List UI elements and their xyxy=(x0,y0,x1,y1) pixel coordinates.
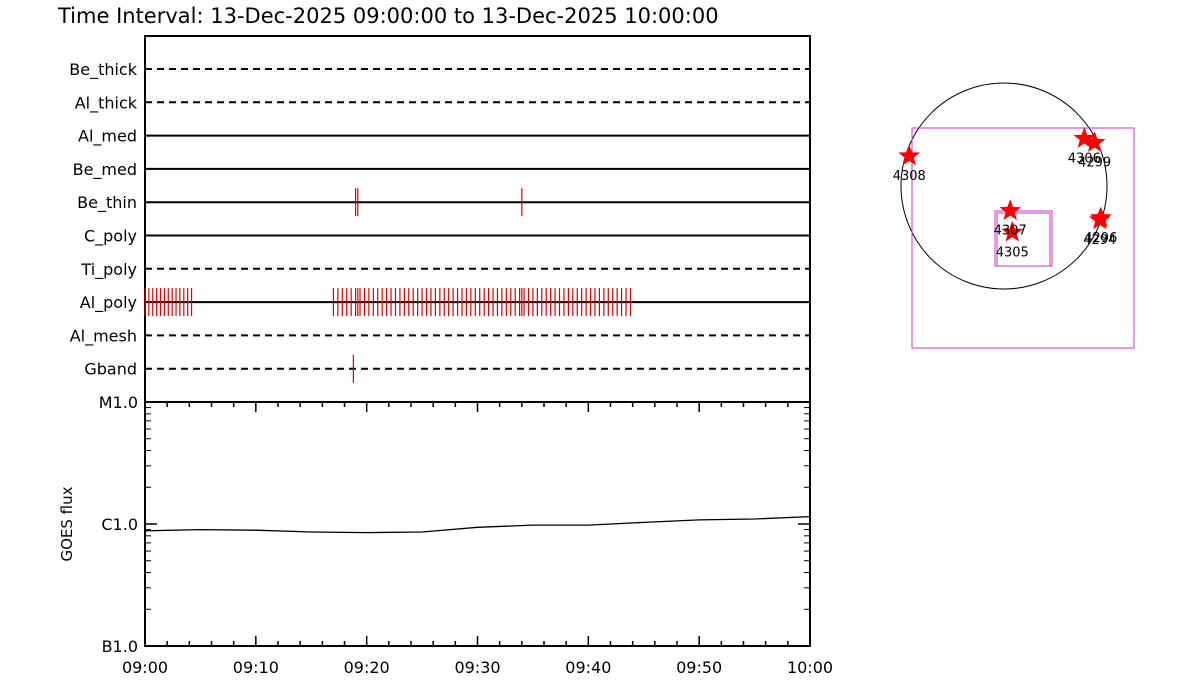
x-tick-label: 09:40 xyxy=(565,658,611,677)
active-region-star xyxy=(1088,208,1111,230)
active-region-label: 4306 xyxy=(1068,152,1101,167)
y-tick-label: M1.0 xyxy=(99,393,138,412)
x-tick-label: 10:00 xyxy=(787,658,833,677)
active-region-star xyxy=(1083,131,1106,152)
solar-limb xyxy=(900,82,1108,290)
x-tick-label: 09:20 xyxy=(344,658,390,677)
filter-label-be_thin: Be_thin xyxy=(77,193,137,213)
goes-y-label: GOES flux xyxy=(58,486,76,561)
filter-timeline-panel: Be_thick Al_thick Al_med Be_med Be_thin C_pol… xyxy=(69,35,811,403)
timeline-frame xyxy=(144,35,811,403)
x-tick-label: 09:00 xyxy=(122,658,168,677)
filter-label-ti_poly: Ti_poly xyxy=(80,260,137,280)
goes-flux-line xyxy=(144,515,811,534)
active-region-star xyxy=(1073,127,1096,148)
filter-label-al_thick: Al_thick xyxy=(75,93,138,113)
chart-title: Time Interval: 13-Dec-2025 09:00:00 to 1… xyxy=(57,4,719,28)
fov-box-small-inner xyxy=(996,212,1051,267)
x-tick-label: 09:30 xyxy=(454,658,500,677)
active-region-label: 4299 xyxy=(1078,156,1111,171)
active-region-label: 4308 xyxy=(893,169,926,184)
active-region-label: 4294 xyxy=(1083,233,1116,248)
active-region-star xyxy=(898,144,921,166)
active-region-star xyxy=(1001,220,1024,242)
goes-flux-panel: B1.0 C1.0 M1.0 09:00 09:10 09:20 09:30 09:40 09:… xyxy=(58,393,833,677)
active-region-label: 4296 xyxy=(1084,231,1117,246)
x-tick-label: 09:50 xyxy=(676,658,722,677)
filter-label-c_poly: C_poly xyxy=(84,227,137,247)
y-tick-label: B1.0 xyxy=(102,637,138,656)
y-tick-label: C1.0 xyxy=(101,515,138,534)
filter-label-be_med: Be_med xyxy=(73,160,137,180)
x-tick-label: 09:10 xyxy=(233,658,279,677)
filter-label-gband: Gband xyxy=(84,360,137,379)
filter-label-al_mesh: Al_mesh xyxy=(70,326,137,346)
goes-frame xyxy=(144,401,811,647)
filter-label-al_poly: Al_poly xyxy=(80,293,137,313)
fov-box-large xyxy=(911,127,1135,349)
filter-label-al_med: Al_med xyxy=(78,127,137,147)
active-region-label: 4305 xyxy=(996,245,1029,260)
active-region-label: 4307 xyxy=(994,224,1027,239)
filter-label-be_thick: Be_thick xyxy=(69,60,137,80)
active-region-star xyxy=(999,199,1022,220)
